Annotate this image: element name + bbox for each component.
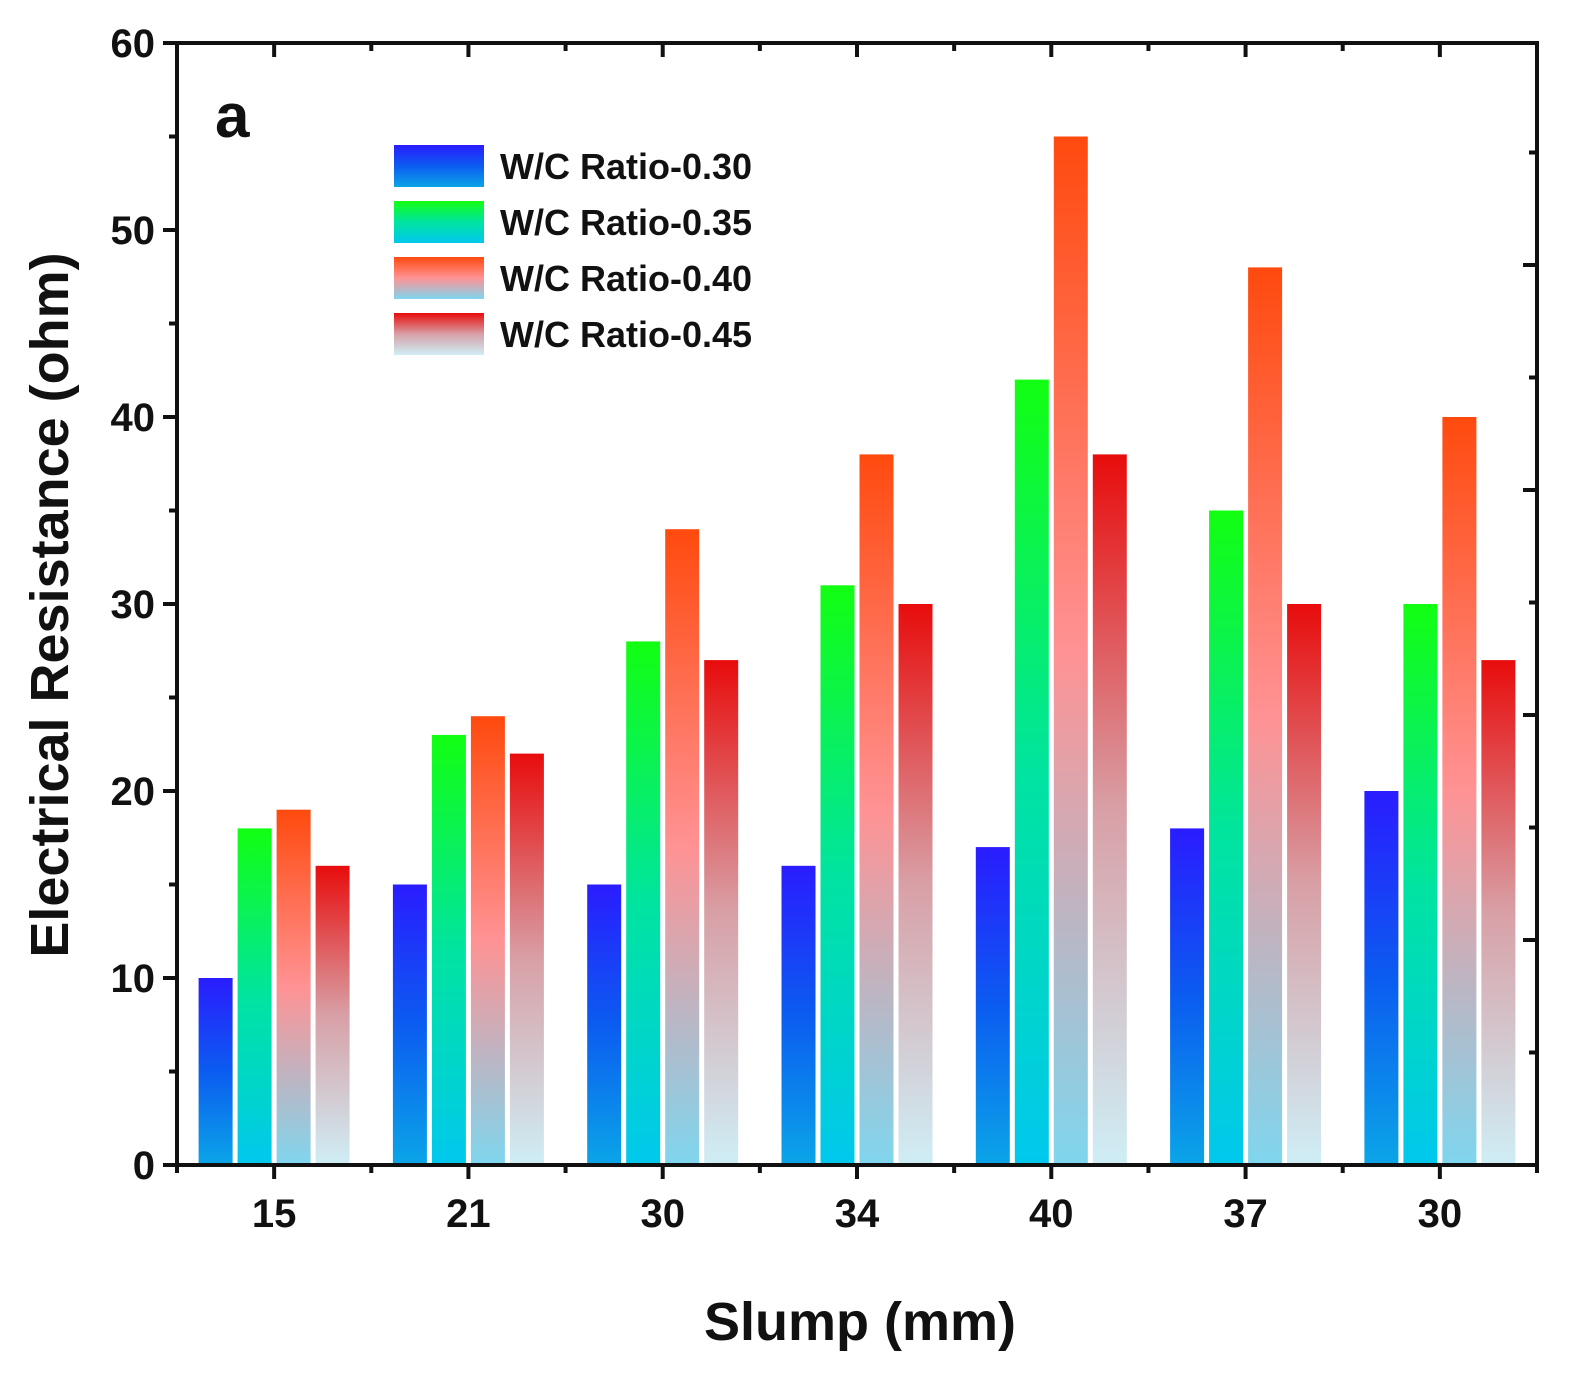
- y-axis-title: Electrical Resistance (ohm): [20, 252, 80, 957]
- x-tick-label: 21: [446, 1192, 491, 1236]
- y-tick-label: 50: [111, 209, 156, 253]
- bar-w-c-ratio-0-45-3: [898, 604, 933, 1165]
- bar-w-c-ratio-0-35-1: [431, 734, 466, 1165]
- legend-swatch: [394, 201, 484, 243]
- bar-w-c-ratio-0-45-5: [1287, 604, 1322, 1165]
- bar-w-c-ratio-0-30-0: [198, 978, 233, 1165]
- bar-w-c-ratio-0-45-4: [1092, 454, 1127, 1165]
- legend-label: W/C Ratio-0.45: [500, 314, 752, 355]
- bar-w-c-ratio-0-30-5: [1170, 828, 1205, 1165]
- legend-label: W/C Ratio-0.30: [500, 146, 752, 187]
- x-tick-label: 30: [640, 1192, 685, 1236]
- x-tick-label: 15: [252, 1192, 297, 1236]
- y-tick-label: 0: [133, 1144, 155, 1188]
- bar-w-c-ratio-0-35-3: [820, 585, 855, 1165]
- y-tick-label: 30: [111, 583, 156, 627]
- bar-w-c-ratio-0-35-4: [1014, 379, 1049, 1166]
- y-tick-label: 60: [111, 22, 156, 66]
- bar-w-c-ratio-0-40-5: [1248, 267, 1283, 1165]
- bar-w-c-ratio-0-40-6: [1442, 417, 1477, 1165]
- x-tick-label: 40: [1029, 1192, 1074, 1236]
- bar-w-c-ratio-0-40-2: [665, 529, 700, 1165]
- bar-w-c-ratio-0-40-1: [470, 716, 505, 1165]
- legend-swatch: [394, 257, 484, 299]
- bar-w-c-ratio-0-40-4: [1053, 136, 1088, 1165]
- x-tick-label: 37: [1223, 1192, 1268, 1236]
- bar-w-c-ratio-0-30-1: [392, 884, 427, 1165]
- bar-w-c-ratio-0-30-2: [587, 884, 622, 1165]
- y-tick-label: 40: [111, 396, 156, 440]
- bar-w-c-ratio-0-30-6: [1364, 791, 1399, 1165]
- bar-w-c-ratio-0-45-2: [704, 660, 739, 1165]
- bar-w-c-ratio-0-35-5: [1209, 510, 1244, 1165]
- y-tick-label: 10: [111, 957, 156, 1001]
- x-tick-label: 30: [1418, 1192, 1463, 1236]
- bar-w-c-ratio-0-45-1: [509, 753, 544, 1165]
- y-tick-label: 20: [111, 770, 156, 814]
- legend-label: W/C Ratio-0.35: [500, 202, 752, 243]
- bar-w-c-ratio-0-45-6: [1481, 660, 1516, 1165]
- bar-w-c-ratio-0-30-4: [975, 847, 1010, 1165]
- bar-w-c-ratio-0-40-3: [859, 454, 894, 1165]
- bar-w-c-ratio-0-30-3: [781, 865, 816, 1165]
- legend-swatch: [394, 313, 484, 355]
- bar-w-c-ratio-0-40-0: [276, 809, 311, 1165]
- panel-label: a: [215, 82, 250, 151]
- x-axis-title: Slump (mm): [704, 1292, 1016, 1352]
- plot-frame: [175, 41, 1539, 1167]
- x-tick-label: 34: [835, 1192, 880, 1236]
- legend-label: W/C Ratio-0.40: [500, 258, 752, 299]
- legend-swatch: [394, 145, 484, 187]
- axes-layer: 0 10 20 30 40 50 60 15 21 30 34 40 37 30: [111, 22, 1539, 1236]
- bar-w-c-ratio-0-45-0: [315, 865, 350, 1165]
- bars-layer: [198, 136, 1516, 1166]
- bar-w-c-ratio-0-35-2: [626, 641, 661, 1165]
- bar-w-c-ratio-0-35-0: [237, 828, 272, 1165]
- legend: W/C Ratio-0.30 W/C Ratio-0.35 W/C Ratio-0.…: [394, 145, 752, 355]
- bar-w-c-ratio-0-35-6: [1403, 604, 1438, 1165]
